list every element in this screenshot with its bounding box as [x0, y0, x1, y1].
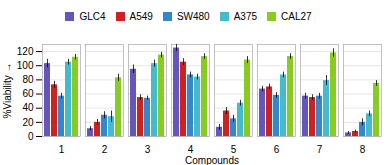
svg-text:3: 3 [145, 144, 151, 155]
html-text:GLC4: GLC4 [79, 11, 106, 22]
svg-text:4: 4 [188, 144, 194, 155]
html-text:CAL27: CAL27 [281, 11, 312, 22]
svg-text:40: 40 [22, 102, 34, 113]
svg-text:100: 100 [17, 60, 34, 71]
svg-text:1: 1 [59, 144, 65, 155]
svg-text:6: 6 [274, 144, 280, 155]
svg-text:0: 0 [28, 131, 34, 142]
html-text:A375: A375 [233, 11, 257, 22]
svg-text:7: 7 [317, 144, 323, 155]
svg-text:5: 5 [231, 144, 237, 155]
svg-text:%Viability →: %Viability → [2, 63, 13, 119]
svg-text:20: 20 [22, 117, 34, 128]
html-text:SW480: SW480 [176, 11, 210, 22]
svg-text:80: 80 [22, 74, 34, 85]
svg-text:120: 120 [17, 46, 34, 57]
svg-text:8: 8 [360, 144, 366, 155]
html-text:A549: A549 [129, 11, 153, 22]
svg-text:60: 60 [22, 88, 34, 99]
svg-text:2: 2 [102, 144, 108, 155]
svg-text:Compounds: Compounds [185, 155, 239, 165]
